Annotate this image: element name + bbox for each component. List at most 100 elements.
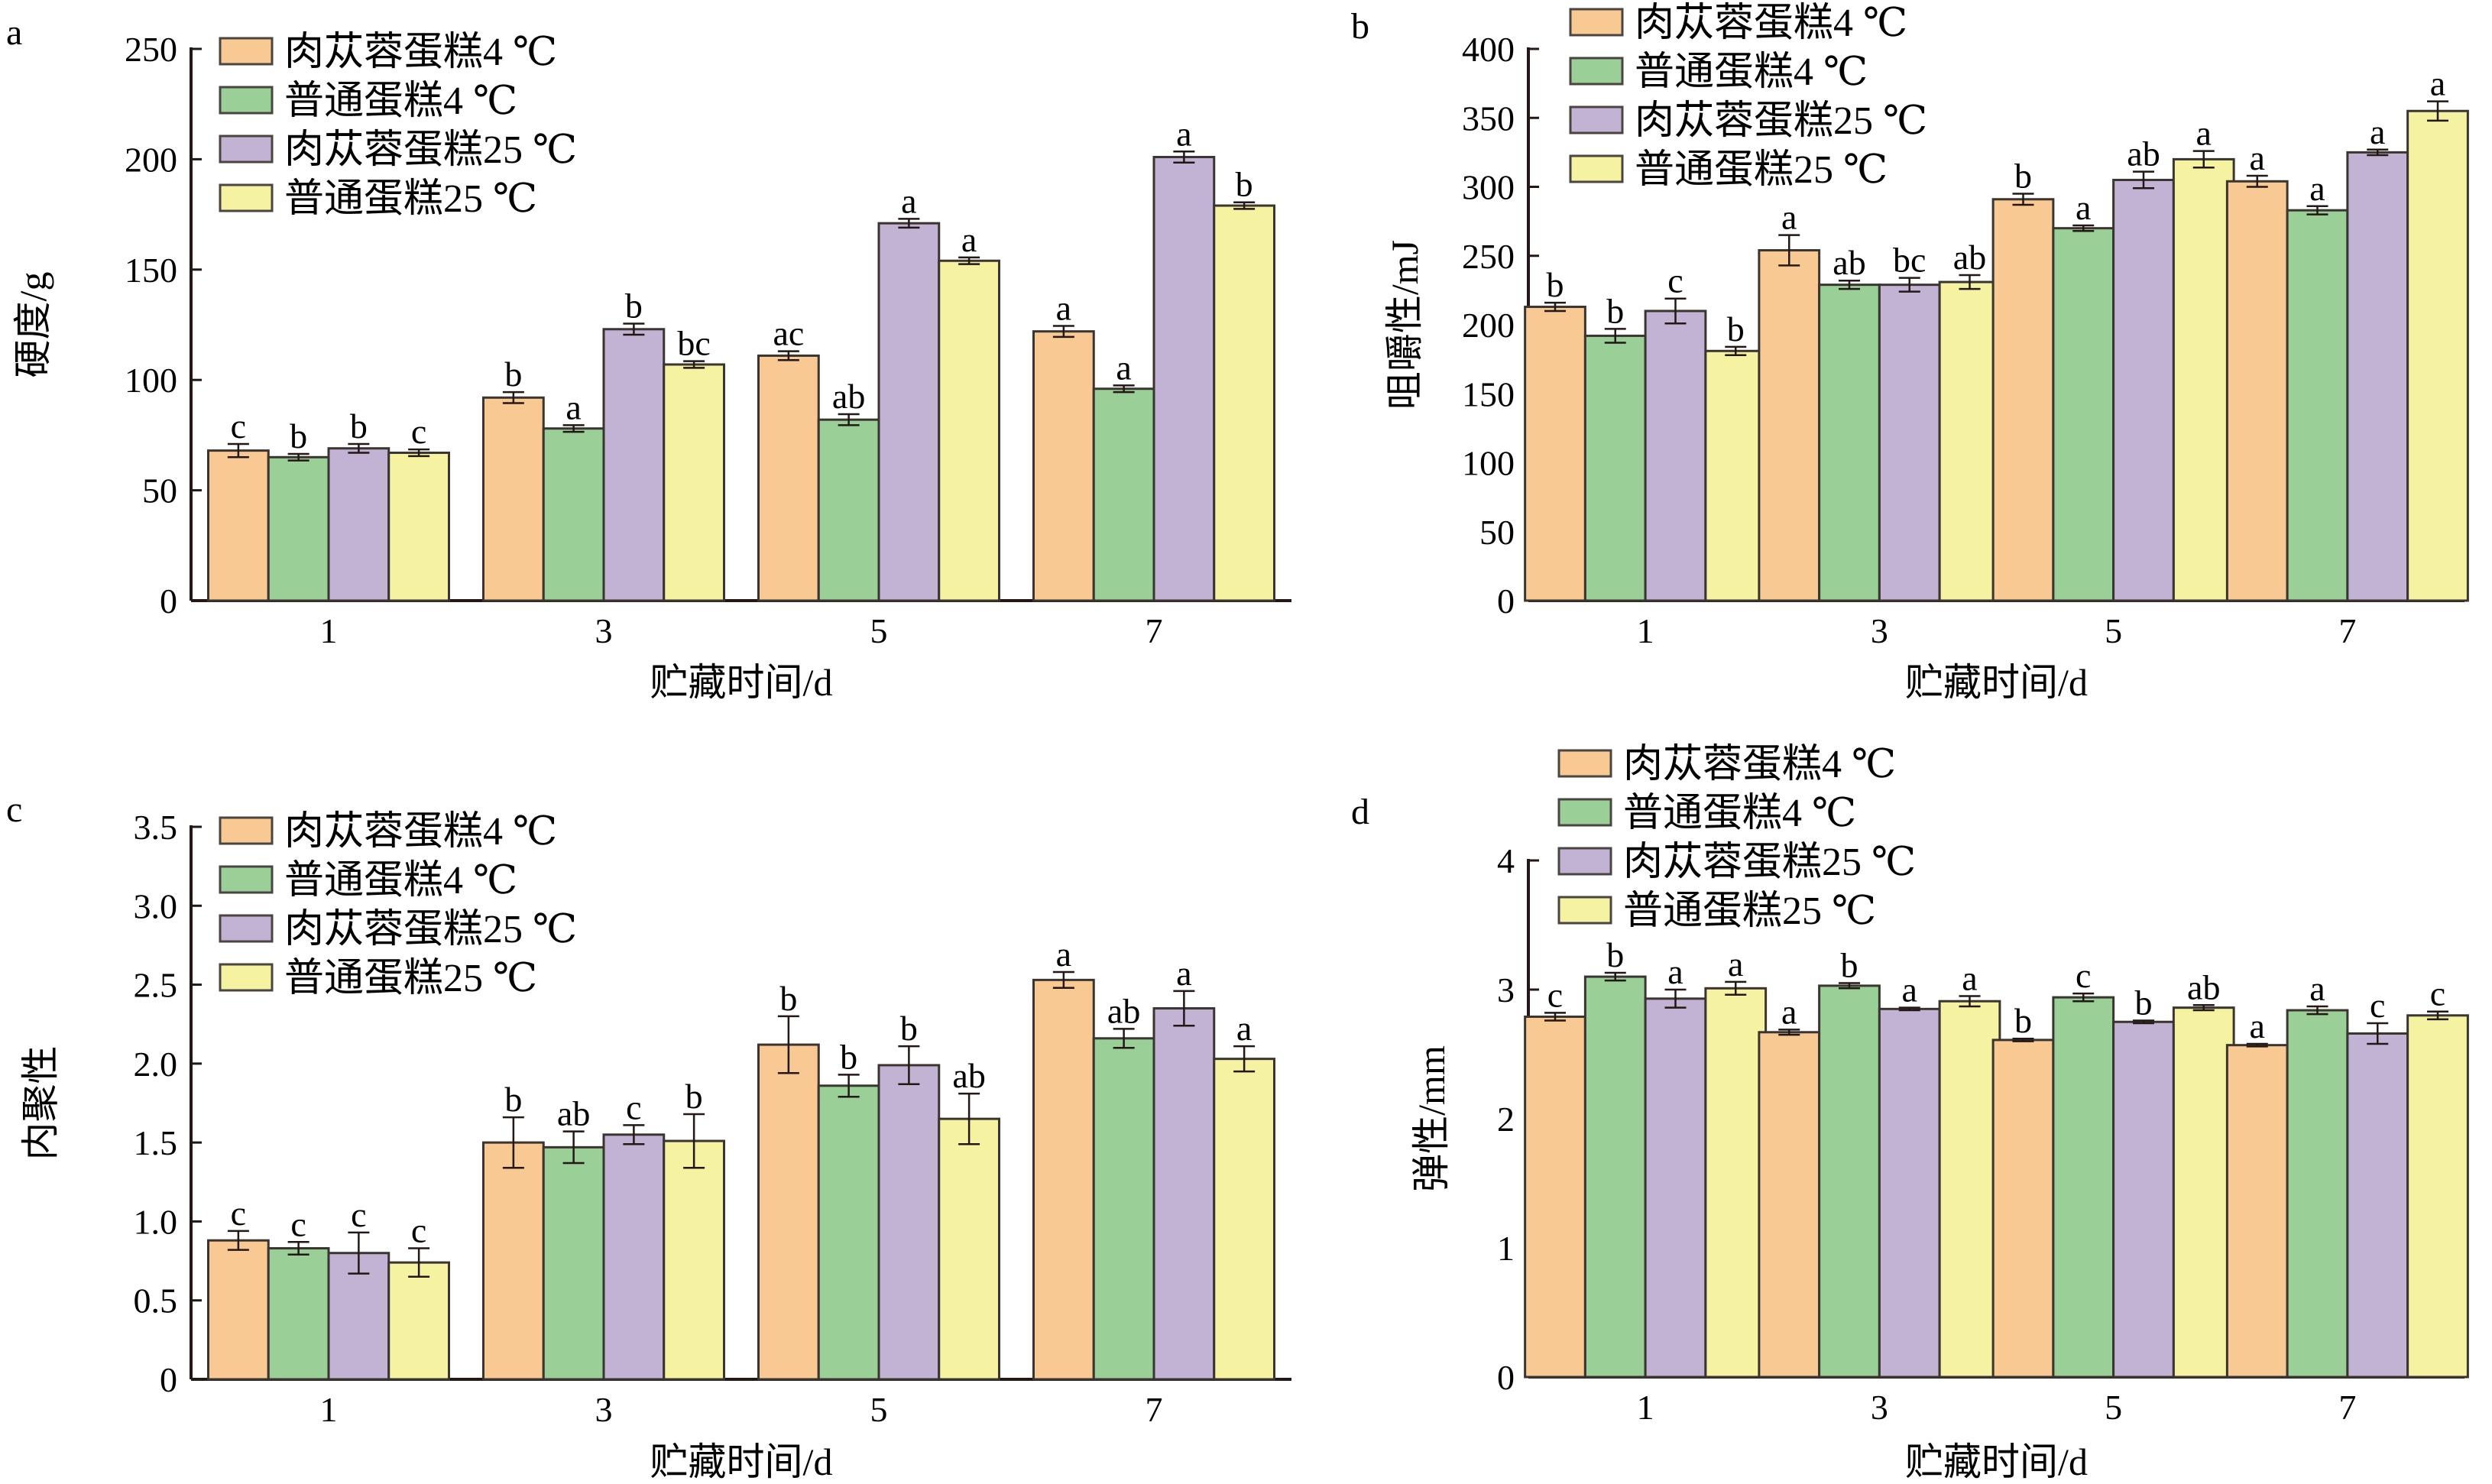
y-tick-label: 1.0	[134, 1202, 178, 1241]
bar-a-s3-c0	[387, 452, 450, 602]
legend-label: 普通蛋糕4 ℃	[1635, 50, 1868, 94]
significance-label: c	[626, 1087, 641, 1126]
significance-label: b	[900, 1009, 918, 1048]
bar-d-s0-c2	[1991, 1038, 2055, 1379]
bar-c-s3-c3	[1213, 1058, 1275, 1381]
bar-b-s0-c3	[2225, 180, 2289, 602]
y-tick-label: 250	[125, 30, 177, 69]
significance-label: b	[779, 979, 797, 1018]
x-axis-title: 贮藏时间/d	[1905, 661, 2088, 704]
x-tick-label: 5	[2105, 1388, 2122, 1427]
significance-label: b	[2014, 1001, 2032, 1040]
y-tick-label: 0	[1497, 582, 1515, 620]
significance-label: a	[1667, 952, 1683, 991]
bar-d-s0-c1	[1758, 1031, 1821, 1379]
legend-swatch	[219, 816, 274, 845]
x-tick-label: 3	[1871, 611, 1888, 650]
significance-label: b	[840, 1037, 857, 1076]
significance-label: c	[290, 1204, 306, 1243]
bar-c-s0-c1	[482, 1141, 545, 1381]
bar-d-s1-c2	[2052, 996, 2115, 1379]
significance-label: a	[1176, 954, 1191, 993]
significance-label: c	[1547, 975, 1563, 1014]
significance-label: bc	[1893, 241, 1926, 280]
legend-label: 肉苁蓉蛋糕4 ℃	[284, 810, 557, 854]
bar-c-s0-c2	[757, 1043, 820, 1381]
legend-swatch	[1569, 57, 1624, 86]
legend-label: 普通蛋糕25 ℃	[284, 957, 537, 1000]
x-tick-label: 5	[2105, 611, 2122, 650]
legend-label: 肉苁蓉蛋糕4 ℃	[1635, 2, 1907, 45]
bar-a-s0-c1	[482, 396, 545, 602]
bar-b-s2-c2	[2112, 178, 2175, 602]
significance-label: a	[1902, 970, 1917, 1009]
legend-swatch	[219, 183, 274, 212]
legend-label: 肉苁蓉蛋糕25 ℃	[1635, 99, 1927, 143]
chart-panel-b: b 0 50 100 150 200 250 300 350 400 咀嚼性/mJ 贮藏时间/d 1 b b…	[1351, 2, 2469, 704]
bar-b-s2-c0	[1644, 309, 1707, 602]
legend-swatch	[1569, 8, 1624, 37]
bar-d-s2-c1	[1878, 1007, 1941, 1379]
significance-label: b	[1606, 935, 1624, 974]
y-tick-label: 4	[1497, 841, 1515, 880]
y-tick-label: 150	[125, 251, 177, 290]
y-tick-label: 0	[1497, 1358, 1515, 1397]
y-tick-label: 1.5	[134, 1123, 178, 1162]
bar-d-s2-c3	[2346, 1032, 2409, 1379]
legend-swatch	[219, 86, 274, 115]
significance-label: b	[1547, 265, 1564, 304]
y-tick-label: 2.0	[134, 1045, 178, 1084]
significance-label: a	[2250, 138, 2265, 177]
legend-swatch	[1557, 798, 1612, 827]
bar-b-s0-c1	[1758, 249, 1821, 602]
y-tick-label: 3.5	[134, 808, 178, 847]
y-tick-label: 1	[1497, 1229, 1515, 1268]
bar-d-s2-c0	[1644, 997, 1707, 1379]
significance-label: c	[411, 412, 426, 451]
significance-label: c	[2370, 986, 2385, 1025]
bar-c-s1-c2	[817, 1084, 880, 1381]
significance-label: a	[1781, 992, 1797, 1031]
legend-label: 普通蛋糕4 ℃	[284, 859, 517, 902]
significance-label: a	[901, 181, 916, 220]
legend-label: 普通蛋糕4 ℃	[1623, 792, 1856, 835]
x-axis-title: 贮藏时间/d	[1905, 1440, 2088, 1483]
y-tick-label: 2	[1497, 1100, 1515, 1139]
x-tick-label: 5	[870, 611, 888, 650]
y-tick-label: 50	[1479, 513, 1515, 552]
legend-label: 肉苁蓉蛋糕25 ℃	[284, 908, 577, 951]
panel-letter: d	[1351, 792, 1369, 832]
legend-label: 肉苁蓉蛋糕4 ℃	[1623, 743, 1896, 786]
bar-d-s1-c3	[2286, 1009, 2349, 1379]
legend-swatch	[219, 914, 274, 943]
significance-label: a	[1176, 114, 1191, 153]
bar-d-s0-c3	[2225, 1044, 2289, 1379]
bar-a-s0-c0	[207, 449, 270, 602]
legend-swatch	[219, 134, 274, 164]
y-tick-label: 3	[1497, 970, 1515, 1009]
bar-b-s3-c0	[1704, 349, 1768, 602]
bar-b-s3-c2	[2172, 157, 2235, 602]
bar-d-s3-c1	[1938, 1000, 2001, 1379]
significance-label: b	[1841, 946, 1858, 985]
x-tick-label: 1	[1637, 1388, 1654, 1427]
legend-swatch	[1569, 105, 1624, 134]
significance-label: bc	[677, 324, 710, 363]
bar-c-s0-c3	[1032, 978, 1095, 1381]
significance-label: c	[231, 1194, 246, 1233]
legend-label: 肉苁蓉蛋糕25 ℃	[1623, 841, 1916, 884]
significance-label: b	[504, 1080, 522, 1119]
bar-b-s3-c1	[1938, 280, 2001, 602]
significance-label: ab	[1107, 991, 1140, 1030]
bar-a-s1-c3	[1092, 387, 1155, 602]
bar-c-s1-c3	[1092, 1037, 1155, 1381]
significance-label: a	[2370, 112, 2385, 151]
bar-b-s0-c2	[1991, 198, 2055, 602]
y-tick-label: 100	[125, 361, 177, 400]
significance-label: a	[2309, 969, 2325, 1008]
legend-swatch	[219, 865, 274, 894]
bar-c-s3-c0	[387, 1261, 450, 1381]
